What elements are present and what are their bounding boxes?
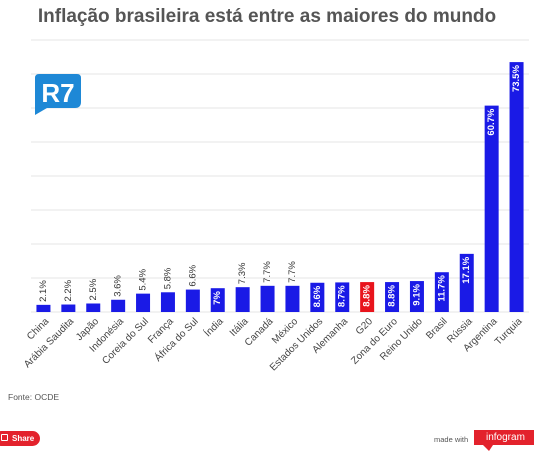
value-label: 9.1% — [411, 284, 422, 306]
bar — [360, 282, 375, 312]
value-label: 2.5% — [88, 278, 99, 300]
bar — [61, 304, 76, 312]
infogram-badge-tail — [483, 445, 493, 451]
bar — [385, 282, 400, 312]
bar — [335, 282, 350, 312]
value-label: 7.7% — [287, 261, 298, 283]
gridlines — [31, 39, 529, 313]
value-label: 6.6% — [187, 264, 198, 286]
bar — [434, 272, 449, 312]
bar — [285, 285, 300, 312]
category-label: Turquia — [493, 316, 525, 348]
value-label: 5.4% — [138, 268, 149, 290]
value-label: 60.7% — [486, 108, 497, 135]
value-label: 3.6% — [113, 275, 124, 297]
value-labels: 2.1% 2.2% 2.5% 3.6% 5.4% 5.8% 6.6% 7% 7.3% 7.7% 7.… — [38, 65, 522, 308]
value-label: 73.5% — [511, 65, 522, 92]
bars — [36, 62, 524, 313]
bar — [160, 292, 175, 312]
bar — [459, 253, 474, 312]
r7-logo: R7 — [35, 74, 81, 115]
bar — [36, 304, 51, 312]
share-label: Share — [12, 434, 35, 443]
value-label: 8.6% — [312, 285, 323, 307]
chart-title: Inflação brasileira está entre as maiore… — [37, 6, 497, 27]
bar — [210, 288, 225, 312]
value-label: 11.7% — [436, 275, 447, 302]
value-label: 2.1% — [38, 280, 49, 302]
category-label: Canadá — [243, 316, 276, 349]
value-label: 17.1% — [461, 256, 472, 283]
category-label: Índia — [201, 314, 226, 339]
category-label: G20 — [354, 316, 375, 337]
bar — [86, 303, 101, 312]
source-note: Fonte: OCDE — [8, 392, 60, 402]
value-label: 8.8% — [387, 285, 398, 307]
share-button[interactable]: Share — [0, 431, 40, 446]
value-label: 8.7% — [337, 285, 348, 307]
bar — [310, 282, 325, 312]
bar — [509, 62, 524, 312]
value-label: 7.7% — [262, 261, 273, 283]
made-with-text: made with — [434, 435, 469, 444]
value-label: 7.3% — [237, 262, 248, 284]
bar — [409, 281, 424, 312]
bar — [136, 293, 151, 312]
value-label: 7% — [212, 291, 223, 305]
share-icon — [1, 434, 8, 441]
value-label: 2.2% — [63, 279, 74, 301]
bar — [111, 299, 126, 312]
value-label: 5.8% — [162, 267, 173, 289]
bar — [235, 287, 250, 312]
value-label: 8.8% — [362, 285, 373, 307]
bar — [484, 105, 499, 313]
r7-logo-text: R7 — [41, 78, 74, 108]
infogram-link[interactable]: infogram — [474, 430, 534, 445]
bar — [260, 285, 275, 312]
bar — [185, 289, 200, 312]
